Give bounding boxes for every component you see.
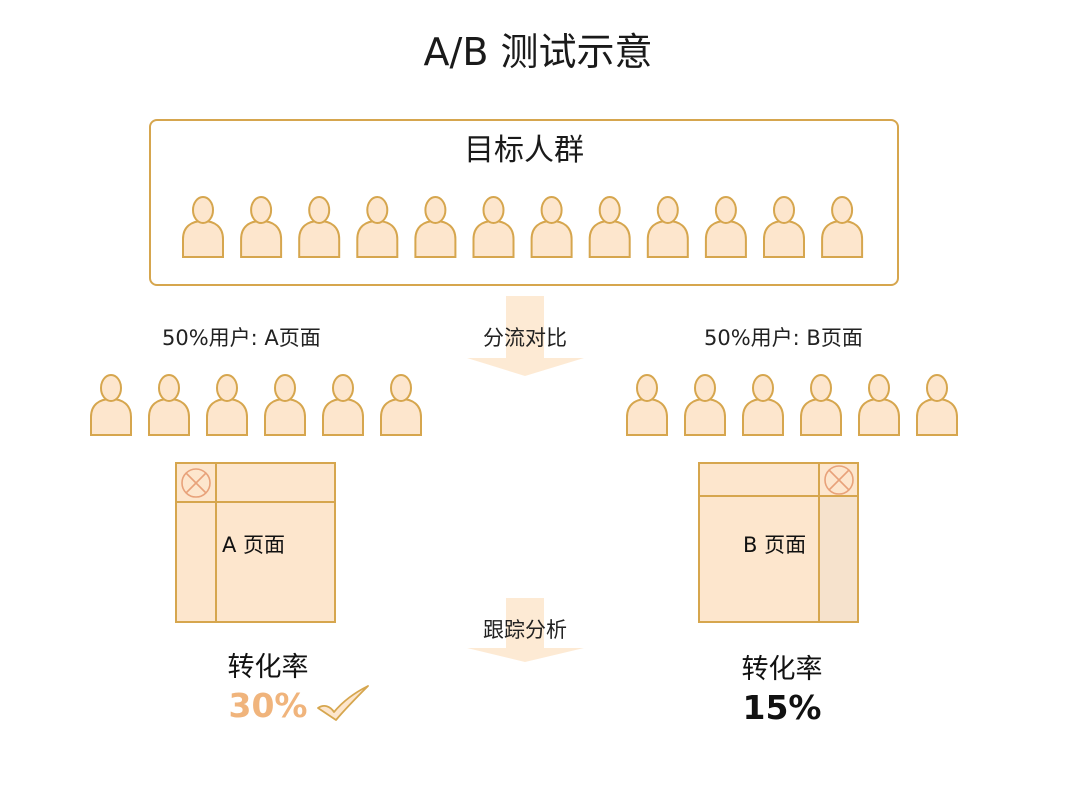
close-circle-icon [181,468,211,498]
group-a-conversion-rate: 30% [228,686,308,725]
target-person-icon [763,196,805,258]
target-person-icon [240,196,283,258]
close-circle-icon [824,465,854,495]
target-person-icon [414,196,457,258]
target-person-icon [298,196,341,258]
target-person-icon [356,196,399,258]
page-a-label: A 页面 [222,533,286,557]
group-a-person-icon [148,374,190,436]
split-label: 分流对比 [483,326,567,350]
page-b-label: B 页面 [743,533,807,557]
target-group-label: 目标人群 [464,133,584,168]
group-a-conversion-label: 转化率 [227,652,309,683]
target-group-box [149,119,899,286]
page-a-wireframe [175,462,336,623]
track-arrow [467,598,584,662]
group-b-person-icon [858,374,900,436]
track-label: 跟踪分析 [483,618,567,642]
page-b-wireframe [698,462,859,623]
check-mark-icon [317,685,369,721]
target-person-icon [646,196,689,258]
group-b-person-icon [916,374,958,436]
target-person-icon [588,196,631,258]
target-person-icon [821,196,864,258]
group-a-person-icon [206,374,248,436]
target-person-icon [182,196,224,258]
split-arrow [467,296,584,376]
group-a-person-icon [322,374,364,436]
people-layer [90,196,958,436]
diagram-title: A/B 测试示意 [423,30,653,74]
group-a-person-icon [264,374,306,436]
target-person-icon [704,196,747,258]
group-a-person-icon [90,374,132,436]
group-b-person-icon [800,374,842,436]
group-b-label: 50%用户: B页面 [704,326,863,350]
group-a-person-icon [380,374,422,436]
group-a-label: 50%用户: A页面 [162,326,321,350]
target-person-icon [530,196,573,258]
group-b-person-icon [684,374,726,436]
group-b-conversion-rate: 15% [742,688,822,727]
target-person-icon [472,196,515,258]
group-b-conversion-label: 转化率 [741,654,823,685]
group-b-person-icon [626,374,668,436]
group-b-person-icon [742,374,784,436]
